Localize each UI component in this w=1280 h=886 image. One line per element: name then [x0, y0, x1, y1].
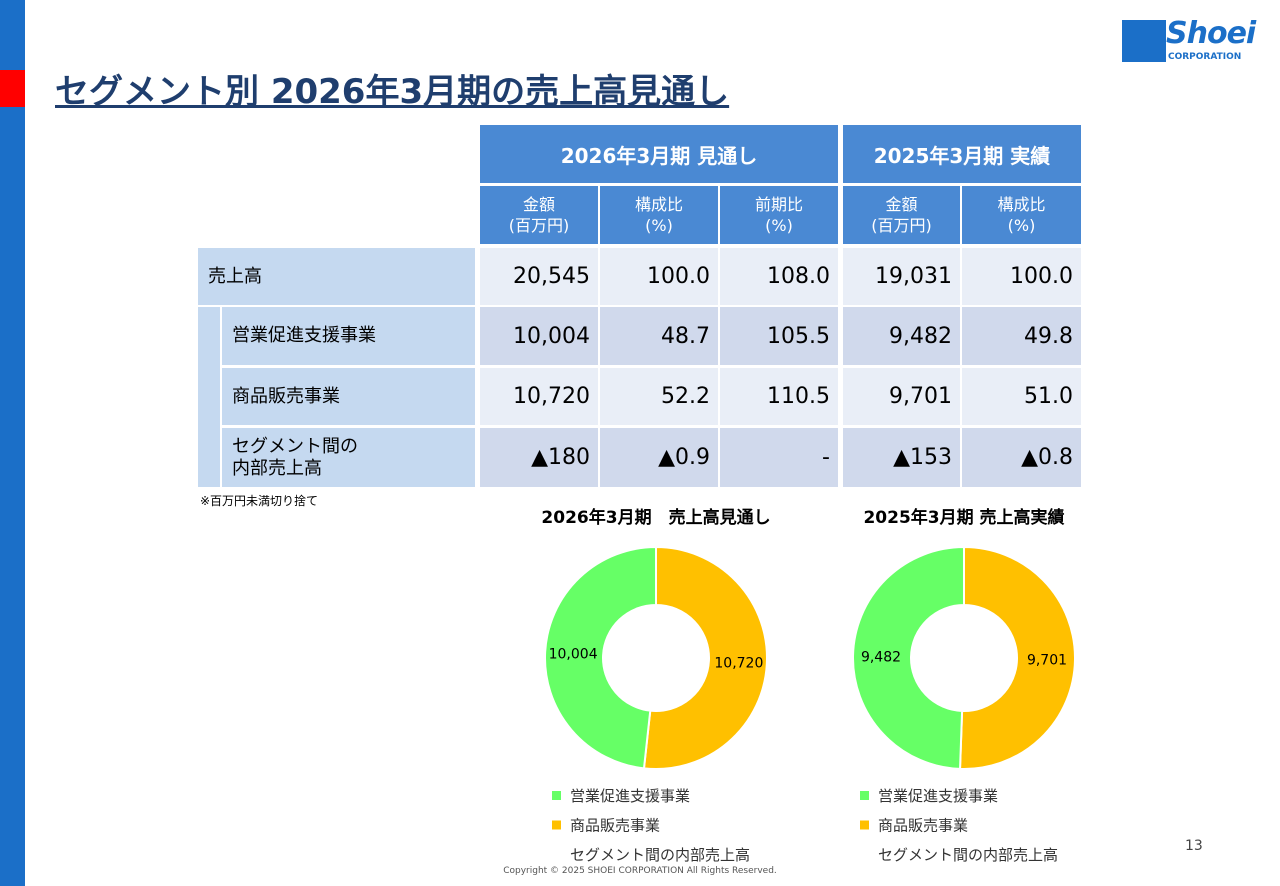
table-cell: 19,031: [843, 248, 960, 305]
column-header: 構成比 (%): [600, 186, 718, 244]
legend-label: 商品販売事業: [878, 817, 968, 835]
table-cell: 49.8: [962, 307, 1081, 365]
row-label-line: 商品販売事業: [232, 385, 340, 407]
table-cell: 100.0: [600, 248, 718, 305]
logo-name: Shoei: [1166, 16, 1256, 51]
legend-label: 商品販売事業: [570, 817, 660, 835]
table-cell: 20,545: [480, 248, 598, 305]
column-header-line: 金額: [522, 195, 555, 214]
table-cell: 51.0: [962, 368, 1081, 425]
table-cell: 52.2: [600, 368, 718, 425]
table-cell: 9,701: [843, 368, 960, 425]
table-cell: -: [720, 428, 838, 487]
table-cell: 105.5: [720, 307, 838, 365]
row-label-line: 売上高: [208, 265, 262, 287]
logo-mark: [1122, 20, 1166, 62]
chart-title: 2026年3月期 売上高見通し: [541, 507, 770, 528]
column-header-line: 構成比: [997, 195, 1046, 214]
column-header: 金額 (百万円): [843, 186, 960, 244]
table-cell: 48.7: [600, 307, 718, 365]
note: ※百万円未満切り捨て: [200, 494, 319, 508]
table-cell: ▲153: [843, 428, 960, 487]
legend-marker: [552, 791, 561, 800]
column-header: 構成比 (%): [962, 186, 1081, 244]
title: セグメント別 2026年3月期の売上高見通し: [55, 72, 730, 112]
column-header-line: (%): [765, 216, 793, 235]
column-header: 前期比 (%): [720, 186, 838, 244]
row-label: セグメント間の 内部売上高: [222, 428, 475, 487]
slice: [958, 545, 1076, 770]
legend-label: 営業促進支援事業: [878, 787, 998, 805]
legend-label: 営業促進支援事業: [570, 787, 690, 805]
row-label-line: 営業促進支援事業: [232, 325, 376, 346]
row-label: 営業促進支援事業: [222, 307, 475, 365]
row-indent: [198, 307, 220, 487]
table-cell: 10,004: [480, 307, 598, 365]
legend-label: セグメント間の内部売上高: [570, 846, 750, 864]
table-cell: 9,482: [843, 307, 960, 365]
copyright: Copyright © 2025 SHOEI CORPORATION All R…: [503, 866, 777, 876]
legend-marker: [552, 820, 561, 830]
row-label: 売上高: [198, 248, 475, 305]
slice: [642, 545, 768, 770]
side-accent: [0, 70, 25, 107]
table-cell: ▲0.9: [600, 428, 718, 487]
row-label-line: セグメント間の: [232, 435, 358, 457]
slice: [852, 545, 965, 770]
legend-marker: [860, 820, 869, 830]
column-header-line: (%): [645, 216, 673, 235]
table-cell: 10,720: [480, 368, 598, 425]
page-number: 13: [1185, 838, 1203, 854]
legend-marker: [860, 791, 869, 800]
row-label: 商品販売事業: [222, 368, 475, 425]
data-label: 9,701: [1027, 652, 1067, 668]
side-bar: [0, 0, 25, 886]
column-header-line: (%): [1007, 216, 1036, 235]
column-header-line: (百万円): [508, 216, 570, 235]
data-label: 10,004: [549, 646, 598, 662]
row-label-line: 内部売上高: [232, 457, 322, 479]
table-cell: 100.0: [962, 248, 1081, 305]
data-label: 10,720: [714, 656, 763, 672]
logo-sub: CORPORATION: [1168, 52, 1242, 62]
column-header-line: 金額: [885, 195, 918, 214]
chart-title: 2025年3月期 売上高実績: [863, 507, 1064, 528]
group-header: 2025年3月期 実績: [843, 125, 1081, 183]
column-header: 金額 (百万円): [480, 186, 598, 244]
data-label: 9,482: [861, 650, 901, 666]
legend-label: セグメント間の内部売上高: [878, 846, 1058, 864]
table-cell: ▲180: [480, 428, 598, 487]
column-header-line: 前期比: [754, 195, 803, 214]
column-header-line: 構成比: [634, 195, 683, 214]
table-cell: 108.0: [720, 248, 838, 305]
table-cell: ▲0.8: [962, 428, 1081, 487]
column-header-line: (百万円): [871, 216, 932, 235]
slice: [544, 545, 657, 770]
group-header: 2026年3月期 見通し: [480, 125, 838, 183]
table-cell: 110.5: [720, 368, 838, 425]
